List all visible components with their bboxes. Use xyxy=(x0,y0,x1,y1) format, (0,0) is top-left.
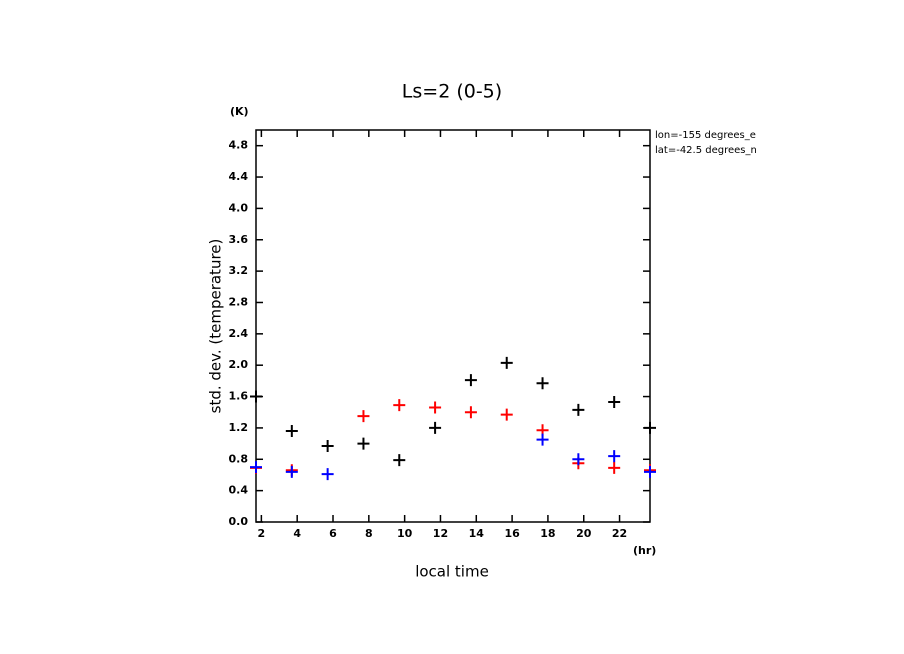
annotation: lon=-155 degrees_e xyxy=(655,130,756,141)
point xyxy=(357,410,370,423)
point xyxy=(285,425,298,438)
chart-title: Ls=2 (0-5) xyxy=(402,81,502,103)
point xyxy=(572,453,585,466)
x-tick-label: 20 xyxy=(576,527,592,540)
point xyxy=(429,421,442,434)
y-tick-label: 4.0 xyxy=(229,201,249,214)
point xyxy=(608,461,621,474)
point xyxy=(464,374,477,387)
plot-frame xyxy=(255,129,651,523)
y-unit: (K) xyxy=(230,105,249,118)
x-tick-label: 10 xyxy=(397,527,413,540)
x-axis-label: local time xyxy=(415,563,489,581)
x-tick-label: 6 xyxy=(329,527,337,540)
point xyxy=(464,406,477,419)
point xyxy=(572,403,585,416)
point xyxy=(429,401,442,414)
point xyxy=(250,390,262,403)
y-axis-label: std. dev. (temperature) xyxy=(207,239,225,414)
point xyxy=(608,396,621,409)
y-tick-label: 4.4 xyxy=(229,170,249,183)
y-tick-label: 2.8 xyxy=(229,295,249,308)
y-tick-label: 3.2 xyxy=(229,264,249,277)
x-tick-label: 14 xyxy=(469,527,485,540)
x-tick-label: 18 xyxy=(540,527,555,540)
annotation: lat=-42.5 degrees_n xyxy=(655,145,757,156)
y-tick-label: 0.8 xyxy=(229,452,249,465)
point xyxy=(357,437,370,450)
y-tick-label: 0.4 xyxy=(229,484,249,497)
y-tick-label: 3.6 xyxy=(229,233,249,246)
point xyxy=(250,461,262,474)
x-tick-label: 12 xyxy=(433,527,448,540)
x-tick-label: 16 xyxy=(504,527,520,540)
x-unit: (hr) xyxy=(633,544,656,557)
point xyxy=(608,450,621,463)
x-tick-label: 8 xyxy=(365,527,373,540)
y-tick-label: 1.6 xyxy=(229,390,249,403)
x-tick-label: 4 xyxy=(293,527,301,540)
point xyxy=(393,399,406,412)
y-tick-label: 2.4 xyxy=(229,327,249,340)
x-tick-label: 2 xyxy=(258,527,266,540)
point xyxy=(500,408,513,421)
y-tick-label: 4.8 xyxy=(229,139,249,152)
point xyxy=(536,433,549,446)
point xyxy=(644,465,656,478)
y-tick-label: 1.2 xyxy=(229,421,249,434)
point xyxy=(321,468,334,481)
y-tick-label: 0.0 xyxy=(229,515,249,528)
point xyxy=(285,465,298,478)
point xyxy=(536,377,549,390)
point xyxy=(321,439,334,452)
point xyxy=(393,454,406,467)
point xyxy=(644,421,656,434)
x-tick-label: 22 xyxy=(612,527,627,540)
y-tick-label: 2.0 xyxy=(229,358,249,371)
point xyxy=(500,356,513,369)
